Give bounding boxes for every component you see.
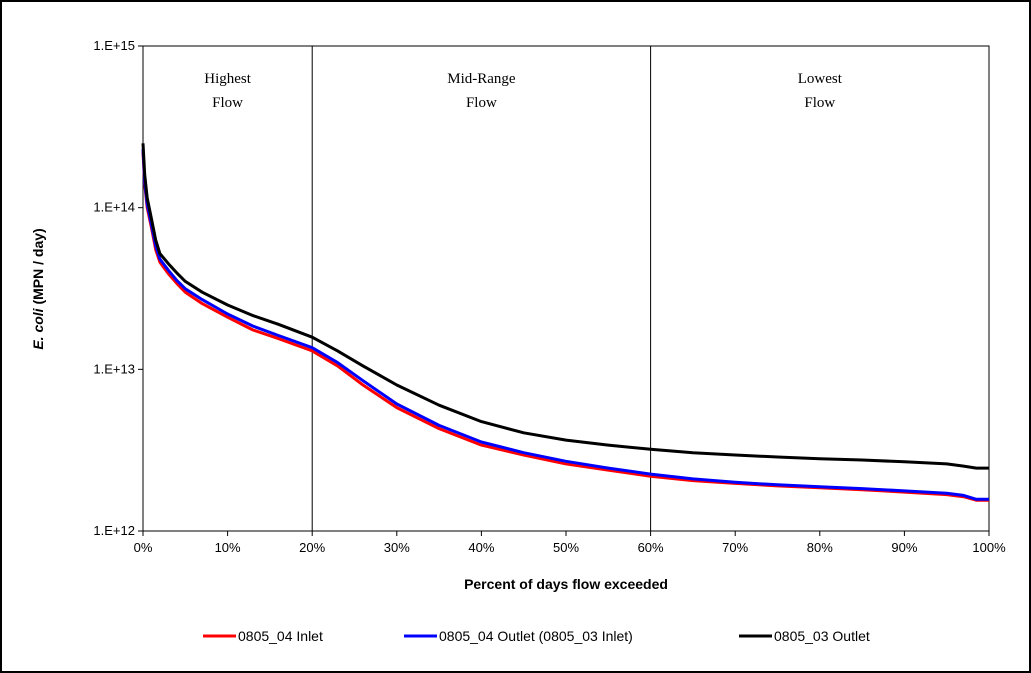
legend: 0805_04 Inlet 0805_04 Outlet (0805_03 Inl… xyxy=(203,628,870,644)
y-axis-title-italic: E. coli xyxy=(30,307,46,349)
x-tick-label: 0% xyxy=(134,540,153,555)
y-tick-label: 1.E+14 xyxy=(93,200,135,215)
series-line xyxy=(141,149,989,501)
legend-label: 0805_03 Outlet xyxy=(774,628,870,644)
y-tick-label: 1.E+13 xyxy=(93,361,135,376)
plot-border xyxy=(142,45,990,532)
x-tick-label: 80% xyxy=(807,540,833,555)
x-tick-label: 90% xyxy=(891,540,917,555)
x-tick-label: 70% xyxy=(722,540,748,555)
plot-area: 1.E+12 1.E+13 1.E+14 1.E+15 0% 10% 20% 30% 40% 50… xyxy=(93,38,1006,555)
x-tick-label: 30% xyxy=(384,540,410,555)
x-axis-title: Percent of days flow exceeded xyxy=(464,576,668,592)
y-axis-title-rest: (MPN / day) xyxy=(30,228,46,308)
y-axis-title: E. coli (MPN / day) xyxy=(30,228,46,349)
y-tick-label: 1.E+12 xyxy=(93,523,135,538)
x-tick-label: 100% xyxy=(972,540,1006,555)
legend-label: 0805_04 Inlet xyxy=(238,628,323,644)
x-tick-label: 10% xyxy=(215,540,241,555)
region-label-line1: Lowest xyxy=(798,71,843,87)
svg-text:E. coli (MPN / day): E. coli (MPN / day) xyxy=(30,228,46,349)
x-tick-label: 40% xyxy=(468,540,494,555)
region-label-line1: Mid-Range xyxy=(447,71,516,87)
region-label-line2: Flow xyxy=(212,95,243,111)
y-tick-label: 1.E+15 xyxy=(93,38,135,53)
legend-label: 0805_04 Outlet (0805_03 Inlet) xyxy=(439,628,633,644)
region-label-line2: Flow xyxy=(466,95,497,111)
region-label-line1: Highest xyxy=(204,71,251,87)
region-label-line2: Flow xyxy=(804,95,835,111)
x-tick-label: 20% xyxy=(299,540,325,555)
series-line xyxy=(141,152,989,502)
series-line xyxy=(141,143,989,470)
x-tick-label: 60% xyxy=(638,540,664,555)
x-tick-label: 50% xyxy=(553,540,579,555)
